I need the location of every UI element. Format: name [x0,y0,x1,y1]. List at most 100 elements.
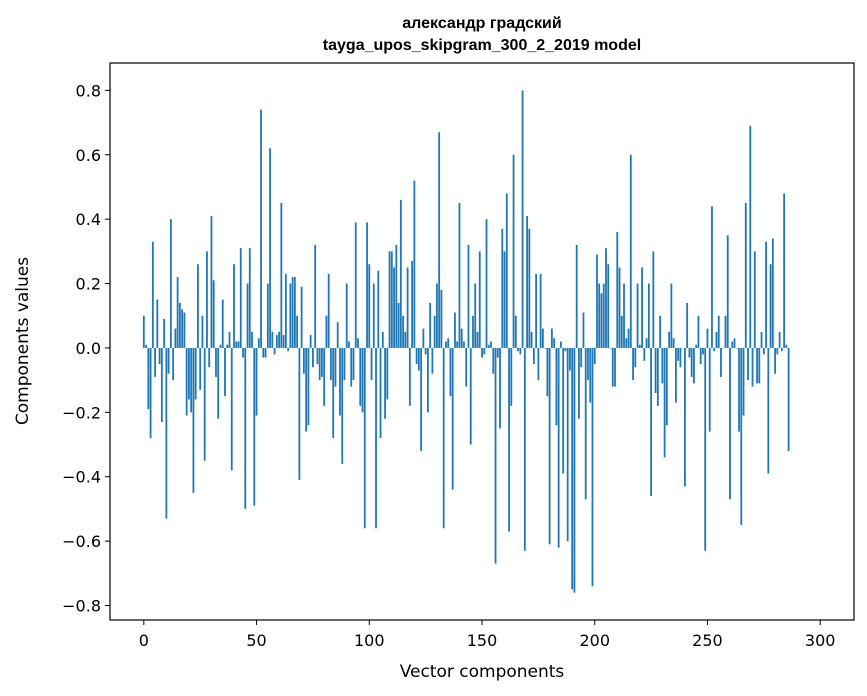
bar-143 [465,347,468,387]
bar-283 [780,347,783,352]
bar-71 [302,347,305,374]
bar-254 [715,331,718,348]
chart-title-line1: александр градский [402,15,561,32]
bar-251 [708,347,711,432]
bar-195 [582,312,585,348]
bar-32 [215,347,217,377]
bar-112 [395,244,398,348]
bar-29 [208,347,211,368]
bar-48 [251,331,253,348]
x-ticks-group: 0 50 100 150 200 250 300 [139,620,835,650]
bar-89 [343,347,346,381]
bar-232 [665,347,668,426]
bar-264 [738,347,740,432]
bar-171 [528,228,531,348]
bar-116 [404,331,407,348]
bar-63 [284,273,287,348]
bar-68 [296,315,299,348]
bar-55 [266,283,269,348]
bar-197 [587,347,589,381]
bar-101 [370,347,373,381]
bar-157 [496,347,499,358]
bar-279 [771,238,774,348]
bar-46 [246,283,249,348]
bar-41 [235,341,238,348]
bar-240 [684,347,686,487]
bar-182 [553,338,556,348]
bar-43 [239,248,242,348]
bar-225 [650,347,652,497]
bar-173 [532,347,535,365]
bar-70 [300,286,303,348]
bar-223 [645,338,648,348]
bar-129 [433,315,436,348]
bar-82 [327,273,330,348]
bar-149 [478,251,481,348]
bar-147 [474,283,477,348]
bar-87 [339,347,341,416]
bar-256 [720,347,722,377]
bar-189 [569,347,571,371]
bar-257 [722,347,725,349]
bar-230 [661,347,664,384]
bar-248 [702,347,704,355]
bar-66 [291,277,294,348]
bar-268 [747,347,749,381]
bar-162 [508,347,510,532]
bar-152 [485,219,488,348]
bar-284 [783,193,786,348]
bar-8 [160,347,163,422]
bar-113 [397,302,400,348]
bar-122 [417,347,420,371]
bar-273 [758,347,761,384]
bar-282 [778,331,781,348]
y-tick-label: 0.4 [76,210,101,229]
bar-138 [454,312,456,348]
bar-175 [537,347,540,381]
bar-69 [298,347,301,480]
bar-271 [753,251,756,348]
bar-181 [550,328,553,348]
bar-286 [787,347,790,451]
bar-174 [535,273,538,348]
bar-237 [677,347,680,361]
bar-274 [760,331,763,348]
bar-91 [348,341,350,348]
bar-35 [221,299,224,348]
bar-133 [442,347,445,529]
bar-153 [487,344,490,348]
bar-221 [641,267,643,348]
bar-200 [593,347,596,365]
x-tick-label: 100 [354,631,385,650]
bar-40 [233,264,235,348]
bar-206 [607,264,610,348]
bar-16 [178,302,181,348]
bar-217 [632,347,634,381]
bar-161 [505,193,508,348]
bar-285 [785,344,788,348]
bar-203 [600,293,603,348]
bar-34 [219,344,222,348]
bar-270 [751,347,754,387]
bar-84 [332,347,335,439]
bar-114 [399,199,402,348]
bar-125 [424,347,427,355]
bar-24 [197,264,199,348]
bar-224 [647,283,650,348]
bar-26 [201,315,204,348]
bar-9 [163,318,166,348]
y-tick-label: 0.8 [76,81,101,100]
bar-67 [293,277,296,348]
bar-253 [713,347,716,352]
y-ticks-group: −0.8 −0.6 −0.4 −0.2 0.0 0.2 0.4 0.6 0.8 [62,81,110,616]
bar-65 [289,283,292,348]
bar-75 [312,347,314,368]
bar-184 [557,347,560,548]
bar-28 [206,251,208,348]
bar-132 [440,289,443,348]
bar-27 [203,347,206,461]
bar-196 [584,347,587,500]
y-tick-label: 0.0 [76,339,101,358]
bar-64 [287,347,290,352]
bars-group [142,90,790,593]
